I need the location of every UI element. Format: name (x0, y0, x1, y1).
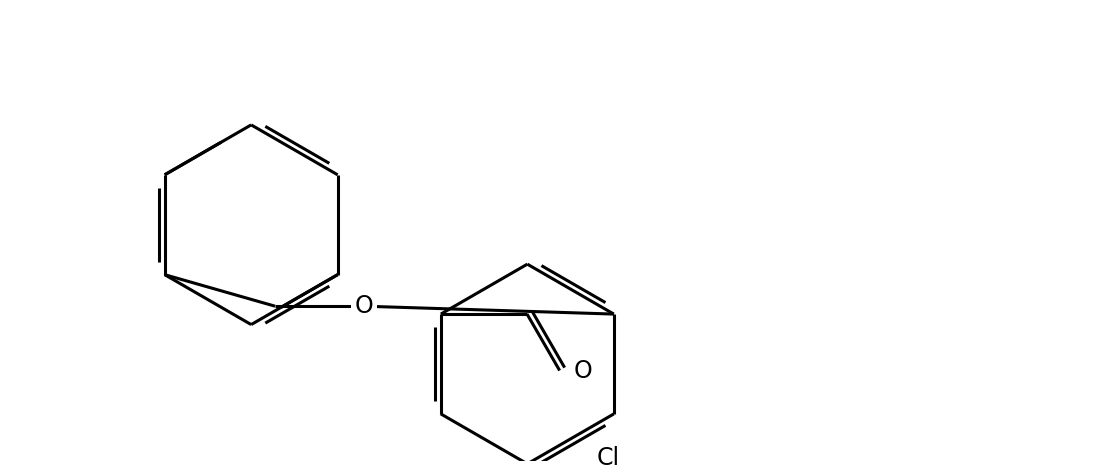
Text: Cl: Cl (597, 446, 620, 470)
Text: O: O (574, 358, 592, 383)
Text: O: O (355, 294, 374, 318)
